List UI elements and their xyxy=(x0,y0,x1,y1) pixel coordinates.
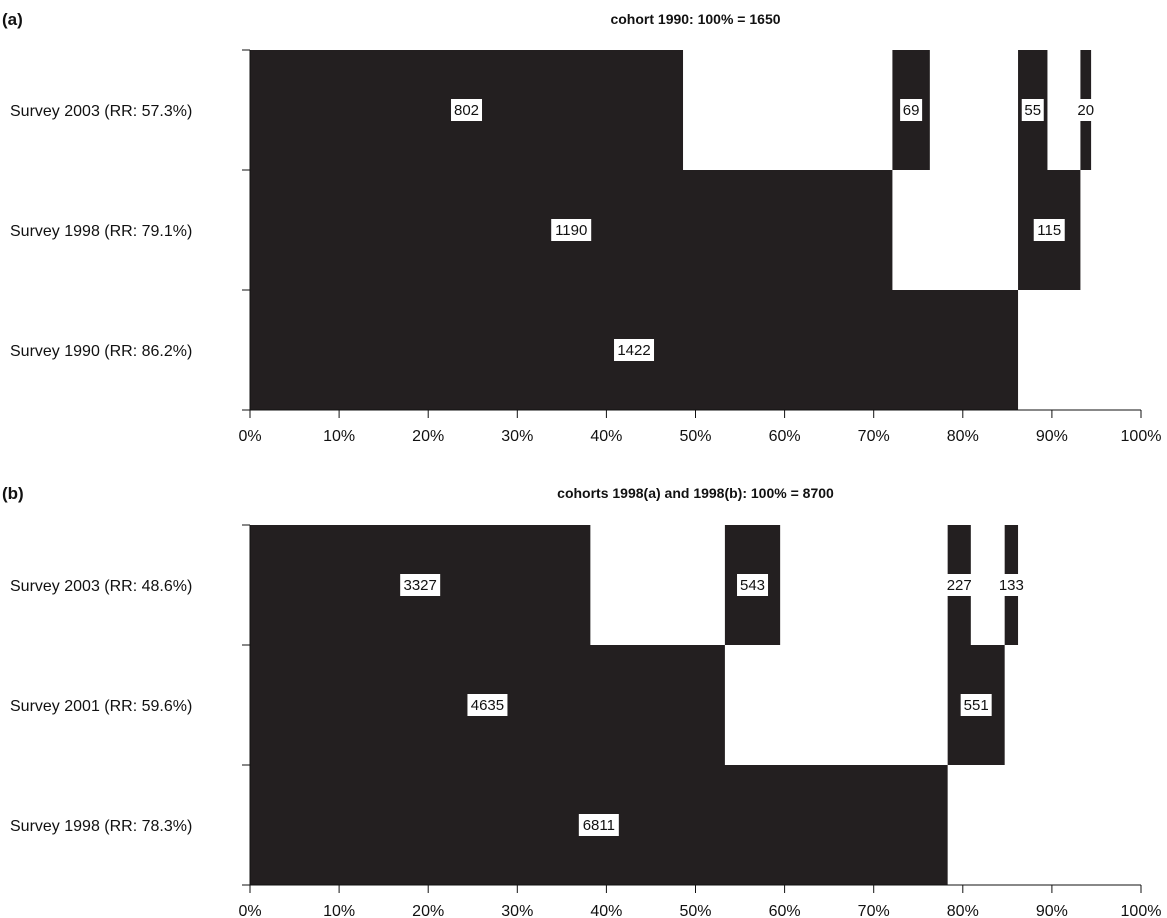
data-label: 551 xyxy=(964,697,989,714)
data-label: 4635 xyxy=(471,697,504,714)
x-tick-label: 50% xyxy=(679,428,711,445)
data-label-box xyxy=(1033,219,1065,241)
data-label-box xyxy=(1021,99,1044,121)
data-label: 20 xyxy=(1077,102,1094,119)
data-label: 1422 xyxy=(617,342,650,359)
x-tick-label: 20% xyxy=(412,903,444,918)
row-label: Survey 2003 (RR: 57.3%) xyxy=(10,103,192,120)
x-tick-label: 10% xyxy=(323,428,355,445)
x-tick-label: 70% xyxy=(858,903,890,918)
data-label: 227 xyxy=(947,577,972,594)
x-tick-label: 80% xyxy=(947,428,979,445)
data-label: 3327 xyxy=(403,577,436,594)
x-tick-label: 50% xyxy=(679,903,711,918)
x-tick-label: 100% xyxy=(1121,903,1162,918)
panel-title: cohort 1990: 100% = 1650 xyxy=(610,11,780,27)
data-label-box xyxy=(451,99,483,121)
x-tick-label: 0% xyxy=(238,428,261,445)
x-tick-label: 100% xyxy=(1121,428,1162,445)
row-label: Survey 2001 (RR: 59.6%) xyxy=(10,698,192,715)
data-label: 6811 xyxy=(583,817,615,834)
panel-letter: (b) xyxy=(2,484,24,503)
data-label: 55 xyxy=(1024,102,1041,119)
data-label-box xyxy=(943,574,975,596)
row-label: Survey 1990 (RR: 86.2%) xyxy=(10,343,192,360)
panel-letter: (a) xyxy=(2,10,23,29)
row-label: Survey 1998 (RR: 79.1%) xyxy=(10,223,192,240)
data-label-box xyxy=(995,574,1027,596)
x-tick-label: 20% xyxy=(412,428,444,445)
data-label: 69 xyxy=(903,102,920,119)
data-label: 543 xyxy=(740,577,765,594)
data-label: 802 xyxy=(454,102,479,119)
data-label: 133 xyxy=(999,577,1024,594)
data-label-box xyxy=(467,694,508,716)
x-tick-label: 90% xyxy=(1036,428,1068,445)
x-tick-label: 60% xyxy=(769,428,801,445)
data-label-box xyxy=(900,99,923,121)
data-label-box xyxy=(400,574,441,596)
x-tick-label: 0% xyxy=(238,903,261,918)
x-tick-label: 60% xyxy=(769,903,801,918)
data-label-box xyxy=(737,574,769,596)
data-label-box xyxy=(551,219,592,241)
panel-title: cohorts 1998(a) and 1998(b): 100% = 8700 xyxy=(557,485,834,501)
data-label: 115 xyxy=(1037,222,1061,239)
x-tick-label: 30% xyxy=(501,903,533,918)
data-label-box xyxy=(614,339,655,361)
x-tick-label: 80% xyxy=(947,903,979,918)
data-label-box xyxy=(960,694,992,716)
x-tick-label: 40% xyxy=(590,903,622,918)
x-tick-label: 70% xyxy=(858,428,890,445)
row-label: Survey 2003 (RR: 48.6%) xyxy=(10,578,192,595)
x-tick-label: 90% xyxy=(1036,903,1068,918)
row-label: Survey 1998 (RR: 78.3%) xyxy=(10,818,192,835)
x-tick-label: 10% xyxy=(323,903,355,918)
data-label-box xyxy=(578,814,619,836)
x-tick-label: 30% xyxy=(501,428,533,445)
x-tick-label: 40% xyxy=(590,428,622,445)
data-label: 1190 xyxy=(555,222,587,239)
data-label-box xyxy=(1074,99,1097,121)
